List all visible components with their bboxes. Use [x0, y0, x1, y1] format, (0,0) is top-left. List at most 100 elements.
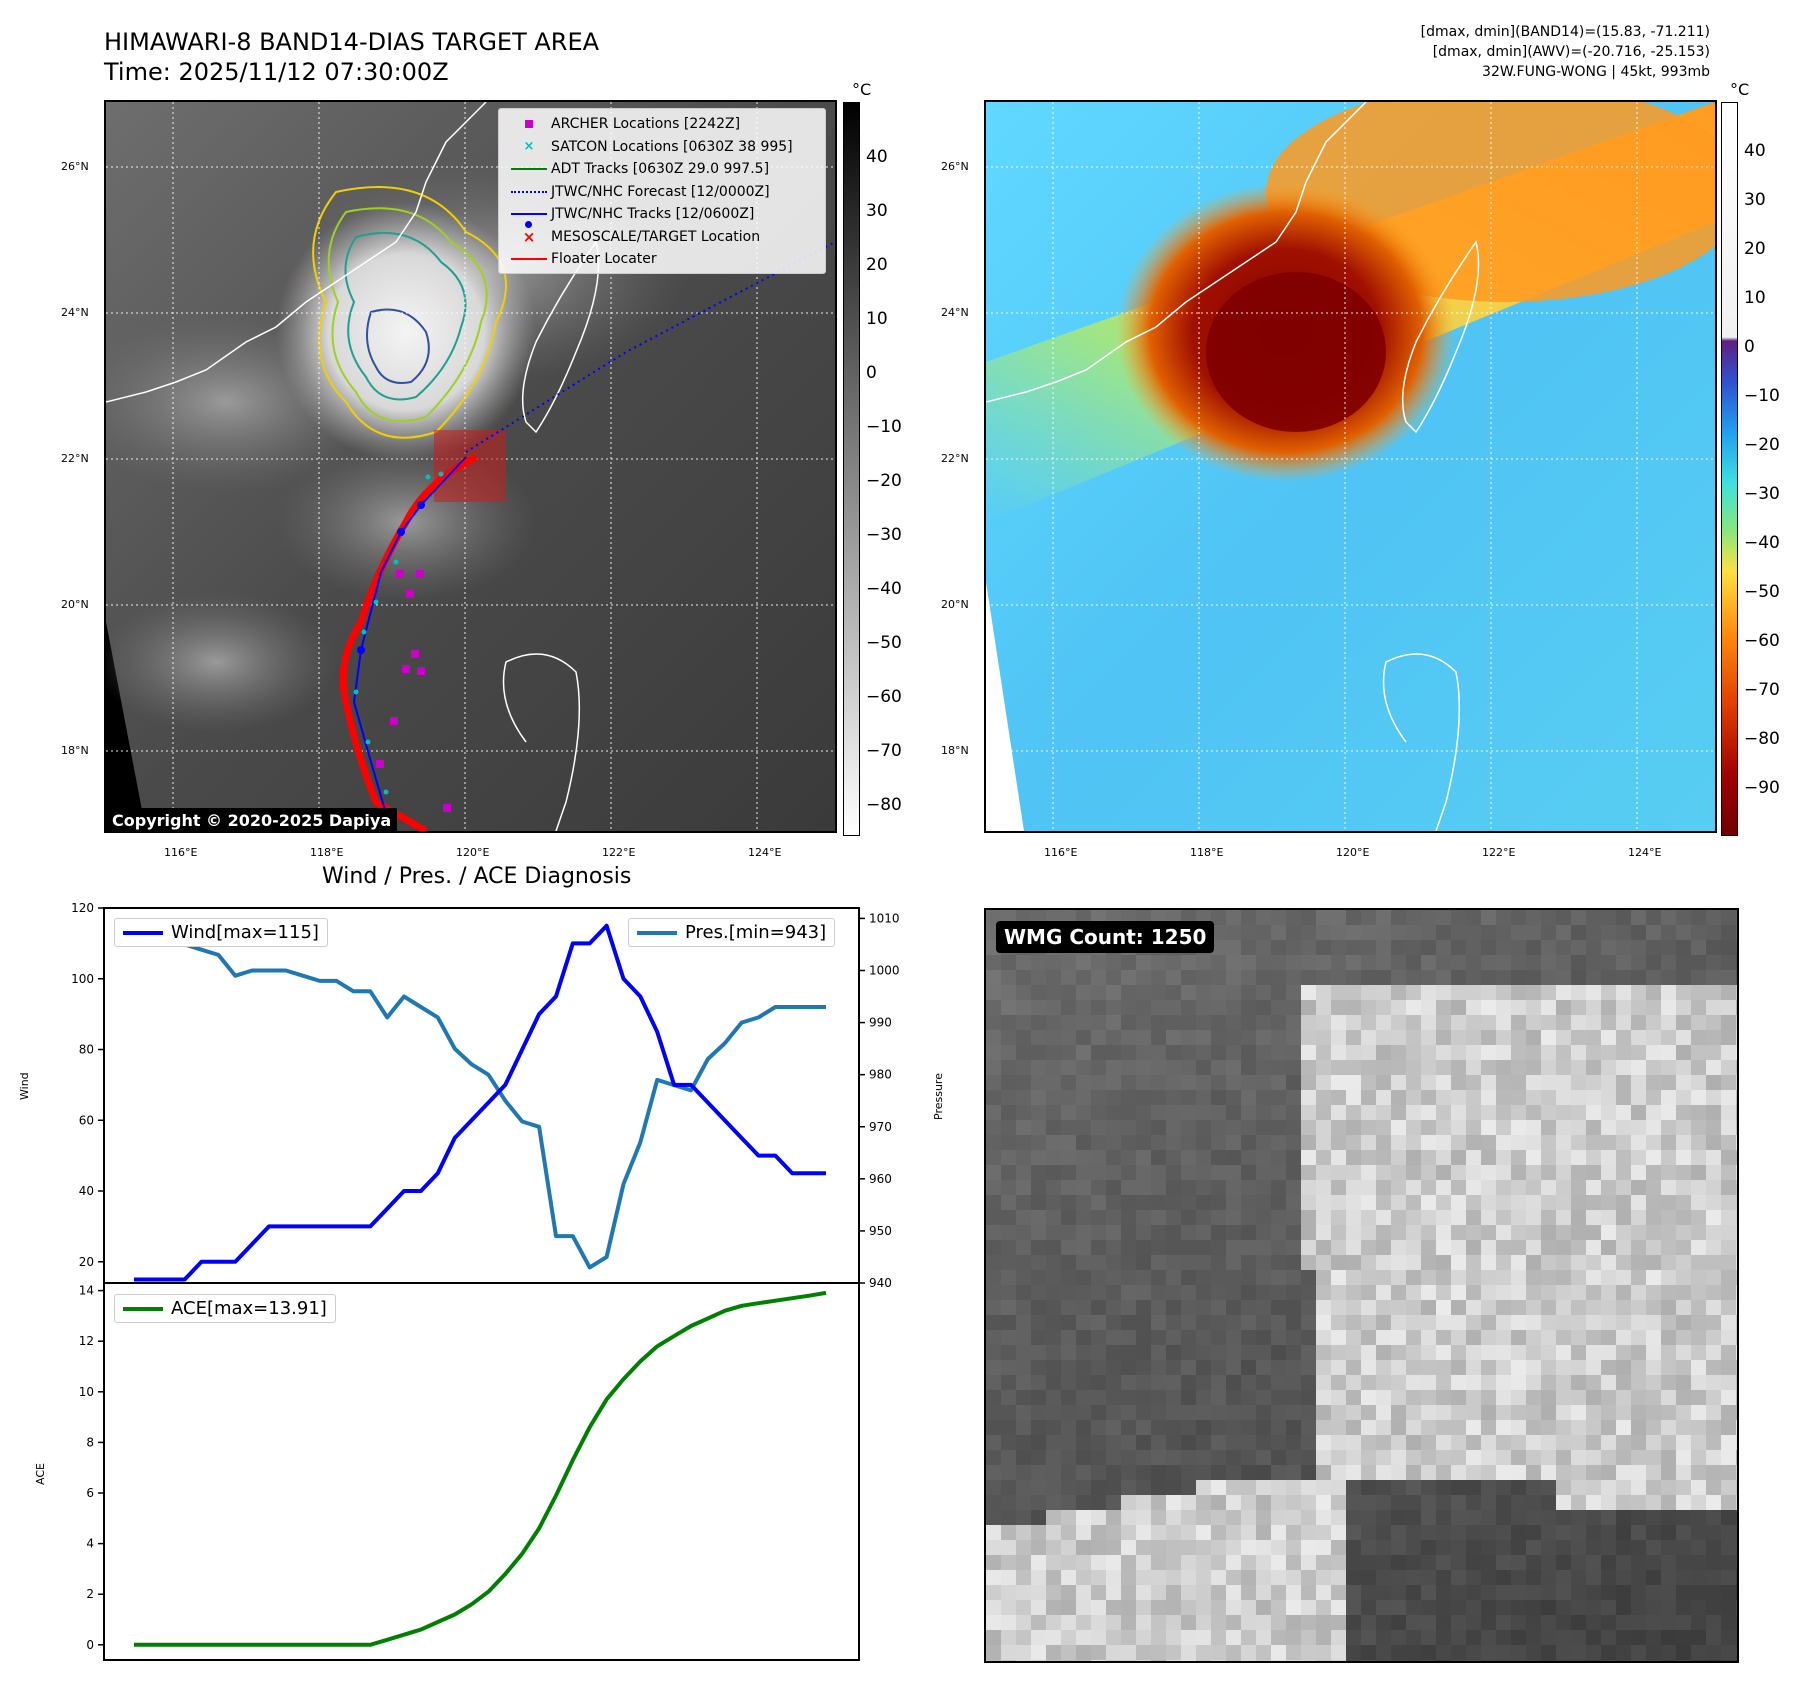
lat-tick: 18°N: [61, 744, 89, 757]
pressure-axis-tick-label: 1010: [869, 911, 900, 925]
cbar-tick: 30: [866, 201, 888, 221]
ace-axis-label: ACE: [34, 1463, 47, 1485]
ace-axis-tick-label: 4: [86, 1537, 94, 1551]
wmg-count-badge: WMG Count: 1250: [996, 921, 1215, 953]
ace-legend: ACE[max=13.91]: [114, 1294, 336, 1323]
cbar-tick: −90: [1744, 778, 1780, 798]
pressure-axis-label: Pressure: [932, 1073, 945, 1120]
pressure-axis-tick-label: 940: [869, 1276, 892, 1290]
wmg-image: [986, 910, 1737, 1661]
figure-time: Time: 2025/11/12 07:30:00Z: [104, 58, 449, 86]
target-area-box: [434, 430, 506, 502]
cbar-tick: 20: [866, 255, 888, 275]
ace-axis-tick-label: 10: [79, 1385, 94, 1399]
ace-axis-tick-label: 0: [86, 1638, 94, 1652]
cbar-tick: −20: [1744, 435, 1780, 455]
cbar-tick: −40: [866, 579, 902, 599]
ace-axis-tick-label: 2: [86, 1587, 94, 1601]
cbar-tick: −20: [866, 471, 902, 491]
cbar-tick: −80: [1744, 729, 1780, 749]
x-marker-icon: ×: [522, 227, 536, 246]
dotted-line-icon: [511, 190, 547, 193]
diagnosis-charts: 2040608010012094095096097098099010001010…: [71, 901, 900, 1661]
square-marker-icon: [525, 120, 533, 129]
cloud-patch: [106, 592, 336, 732]
legend-item-jtwc-tracks: JTWC/NHC Tracks [12/0600Z]: [507, 203, 817, 229]
lon-tick: 120°E: [1336, 846, 1370, 859]
jtwc-track-point: [357, 646, 365, 654]
luzon-coastline: [1382, 653, 1461, 831]
cbar-tick: −10: [866, 417, 902, 437]
jtwc-track-point: [417, 501, 425, 509]
ace-axis-tick-label: 6: [86, 1486, 94, 1500]
awv-map-panel: [984, 100, 1717, 833]
cbar-tick: 40: [1744, 141, 1766, 161]
cbar-tick: −70: [866, 741, 902, 761]
wind-line-icon: [123, 930, 163, 935]
diagnosis-title: Wind / Pres. / ACE Diagnosis: [322, 864, 632, 889]
pressure-axis-tick-label: 980: [869, 1068, 892, 1082]
legend-item-floater: Floater Locater: [507, 248, 817, 271]
wind-axis-tick-label: 100: [71, 972, 94, 986]
contour-yellow: [312, 186, 507, 439]
cbar-tick: 0: [866, 363, 877, 383]
map-legend: ARCHER Locations [2242Z] × SATCON Locati…: [498, 108, 826, 274]
wmg-panel: [984, 908, 1739, 1663]
ace-plot-frame: [103, 1282, 860, 1661]
lon-tick: 118°E: [1190, 846, 1224, 859]
contour-blue: [366, 308, 430, 384]
cbar-tick: −30: [866, 525, 902, 545]
ace-axis-tick-label: 12: [79, 1334, 94, 1348]
pressure-axis-tick-label: 960: [869, 1172, 892, 1186]
gray-colorbar: [843, 102, 860, 836]
wind-axis-tick-label: 80: [79, 1043, 94, 1057]
legend-item-archer: ARCHER Locations [2242Z]: [507, 113, 817, 136]
figure-title: HIMAWARI-8 BAND14-DIAS TARGET AREA: [104, 28, 600, 56]
color-colorbar: [1721, 102, 1738, 836]
lat-tick: 26°N: [61, 160, 89, 173]
pressure-line-icon: [637, 930, 677, 935]
legend-item-adt: ADT Tracks [0630Z 29.0 997.5]: [507, 158, 817, 181]
x-marker-icon: ×: [523, 139, 535, 155]
ace-axis-tick-label: 8: [86, 1435, 94, 1449]
color-colorbar-unit: °C: [1730, 80, 1750, 99]
awv-map: [986, 102, 1715, 831]
cbar-tick: −50: [866, 633, 902, 653]
lat-tick: 22°N: [941, 452, 969, 465]
pressure-legend: Pres.[min=943]: [628, 918, 836, 947]
awv-range: [dmax, dmin](AWV)=(-20.716, -25.153): [1432, 44, 1710, 60]
wind-series-line: [134, 923, 826, 1282]
wind-axis-tick-label: 120: [71, 901, 94, 915]
wind-legend: Wind[max=115]: [114, 918, 328, 947]
luzon-coastline: [502, 653, 581, 831]
lat-tick: 20°N: [941, 598, 969, 611]
legend-item-satcon: × SATCON Locations [0630Z 38 995]: [523, 138, 793, 155]
pressure-axis-tick-label: 990: [869, 1016, 892, 1030]
line-icon: [511, 168, 547, 171]
pressure-axis-tick-label: 1000: [869, 964, 900, 978]
line-dot-icon: [511, 213, 547, 216]
cbar-tick: −60: [1744, 631, 1780, 651]
taiwan-coastline: [1401, 240, 1480, 434]
lon-tick: 122°E: [1482, 846, 1516, 859]
deep-convection: [276, 202, 536, 462]
wind-pressure-plot-frame: [103, 907, 860, 1284]
band14-range: [dmax, dmin](BAND14)=(15.83, -71.211): [1420, 24, 1710, 40]
pressure-axis-tick-label: 950: [869, 1224, 892, 1238]
cbar-tick: 40: [866, 147, 888, 167]
lat-tick: 24°N: [941, 306, 969, 319]
lon-tick: 122°E: [602, 846, 636, 859]
wind-axis-tick-label: 60: [79, 1113, 94, 1127]
lat-tick: 26°N: [941, 160, 969, 173]
lat-tick: 24°N: [61, 306, 89, 319]
pressure-series-line: [132, 932, 826, 1270]
wmg-pixel-grid: [986, 910, 1737, 1661]
storm-info: 32W.FUNG-WONG | 45kt, 993mb: [1482, 64, 1710, 80]
contour-green: [327, 207, 488, 423]
lon-tick: 118°E: [310, 846, 344, 859]
cbar-tick: −70: [1744, 680, 1780, 700]
china-coastline: [106, 102, 487, 403]
gray-colorbar-unit: °C: [852, 80, 872, 99]
line-icon: [511, 258, 547, 261]
band14-map: [106, 102, 835, 831]
